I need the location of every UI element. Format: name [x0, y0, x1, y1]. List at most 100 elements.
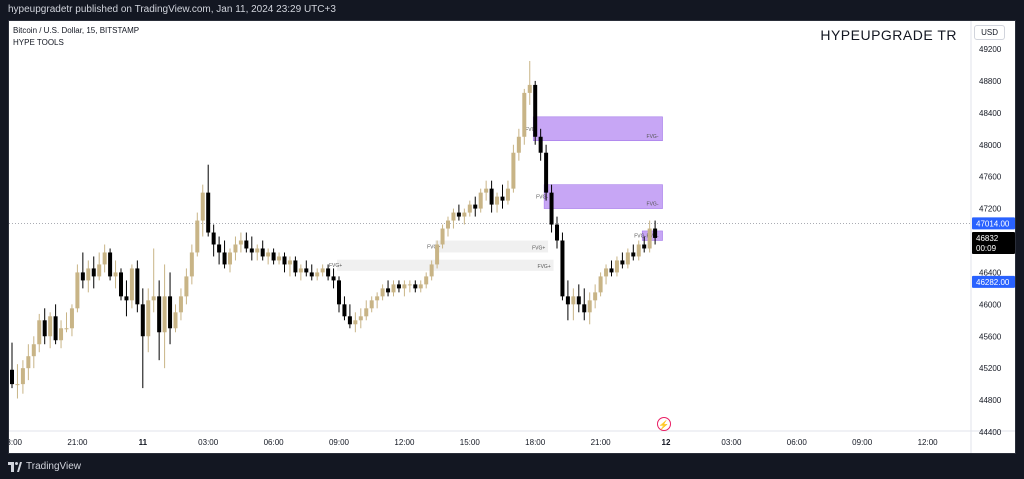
fvg-label: FVG+: [532, 245, 545, 251]
candle-body: [244, 240, 249, 249]
candle-body: [140, 304, 145, 337]
fvg-label: FVG+: [538, 264, 551, 270]
candle-body: [315, 272, 320, 277]
candle-body: [456, 212, 461, 217]
candle-body: [146, 300, 151, 337]
y-tick-label: 46400: [979, 268, 1002, 277]
candle-body: [533, 84, 538, 137]
footer-bar: TradingView: [0, 455, 1024, 479]
candle-body: [189, 252, 194, 277]
fvg-label: FVG-: [536, 195, 548, 201]
candle-body: [151, 296, 156, 301]
candle-body: [358, 316, 363, 321]
tradingview-logo[interactable]: TradingView: [8, 455, 81, 479]
candle-body: [505, 188, 510, 201]
currency-button[interactable]: USD: [974, 25, 1005, 40]
candle-body: [484, 188, 489, 193]
price-tag-bg: [972, 275, 1015, 288]
fvg-label: FVG-: [647, 202, 659, 208]
candle-body: [75, 272, 80, 309]
candle-body: [298, 268, 303, 273]
x-tick-label: 12:00: [394, 438, 415, 447]
candle-body: [97, 264, 102, 277]
price-tag-label: 46282.00: [976, 278, 1010, 287]
candle-body: [282, 256, 287, 265]
x-tick-label: 18:00: [525, 438, 546, 447]
y-tick-label: 48400: [979, 109, 1002, 118]
price-tag-countdown: 00:09: [976, 244, 997, 253]
candle-body: [271, 252, 276, 261]
candle-body: [544, 152, 549, 193]
candle-body: [396, 284, 401, 289]
candle-body: [228, 252, 232, 265]
x-tick-label: 21:00: [67, 438, 88, 447]
fvg-label: FVG-: [647, 234, 659, 240]
candle-body: [42, 320, 47, 337]
candle-body: [80, 272, 85, 281]
chart-legend: Bitcoin / U.S. Dollar, 15, BITSTAMP HYPE…: [13, 25, 139, 49]
symbol-line: Bitcoin / U.S. Dollar, 15, BITSTAMP: [13, 26, 140, 35]
candle-body: [527, 84, 532, 93]
x-tick-label: 21:00: [591, 438, 612, 447]
x-tick-label: 11: [139, 438, 148, 447]
candle-body: [614, 260, 619, 273]
candle-body: [571, 296, 576, 305]
fvg-zone: [543, 184, 663, 209]
candle-body: [135, 268, 140, 305]
candle-body: [347, 316, 352, 325]
x-tick-label: 06:00: [787, 438, 808, 447]
candle-body: [304, 268, 309, 273]
y-tick-label: 44400: [979, 428, 1002, 437]
candle-body: [293, 260, 298, 273]
candle-body: [631, 252, 636, 257]
candlestick-chart[interactable]: 4440044800452004560046000464004680047200…: [9, 21, 1015, 453]
candle-body: [91, 268, 96, 277]
fvg-label: FVG-: [634, 234, 646, 240]
candle-body: [478, 192, 483, 209]
candle-body: [64, 328, 69, 330]
fvg-label: FVG-: [525, 127, 537, 133]
candle-body: [576, 296, 581, 305]
candle-body: [320, 268, 325, 273]
candle-body: [69, 308, 74, 329]
candle-body: [500, 196, 505, 201]
fvg-zone: [435, 240, 549, 253]
y-tick-label: 46000: [979, 300, 1002, 309]
candle-body: [407, 284, 412, 286]
fvg-label: FVG+: [329, 263, 342, 269]
candle-body: [598, 276, 603, 293]
candle-body: [342, 304, 347, 317]
candle-body: [511, 152, 516, 189]
chart-panel[interactable]: 4440044800452004560046000464004680047200…: [8, 20, 1016, 454]
candle-body: [233, 244, 238, 253]
candle-body: [555, 224, 559, 241]
fvg-zone: [337, 259, 554, 271]
candle-body: [157, 296, 162, 333]
candle-body: [178, 296, 183, 313]
fvg-zone: [641, 230, 663, 241]
candle-body: [653, 228, 658, 238]
price-tag-bg: [972, 231, 1015, 254]
candle-body: [184, 276, 189, 297]
price-tag: 47014.00: [972, 217, 1015, 230]
candle-body: [413, 284, 418, 289]
indicator-name[interactable]: HYPE TOOLS: [13, 38, 64, 47]
y-tick-label: 44800: [979, 396, 1002, 405]
tradingview-logo-text: TradingView: [26, 461, 82, 472]
candle-body: [446, 220, 450, 229]
bolt-icon[interactable]: ⚡: [657, 417, 671, 431]
candle-body: [211, 232, 216, 245]
candle-body: [206, 192, 211, 233]
candle-body: [222, 252, 227, 265]
x-tick-label: 03:00: [721, 438, 742, 447]
candle-body: [418, 284, 423, 289]
tradingview-logo-icon: [8, 462, 22, 472]
candle-body: [53, 316, 58, 341]
candle-body: [369, 300, 374, 309]
candle-body: [495, 196, 500, 205]
y-tick-label: 47600: [979, 173, 1002, 182]
candle-body: [59, 328, 64, 341]
y-tick-label: 45200: [979, 364, 1002, 373]
candle-body: [277, 256, 282, 261]
candle-body: [168, 296, 173, 329]
